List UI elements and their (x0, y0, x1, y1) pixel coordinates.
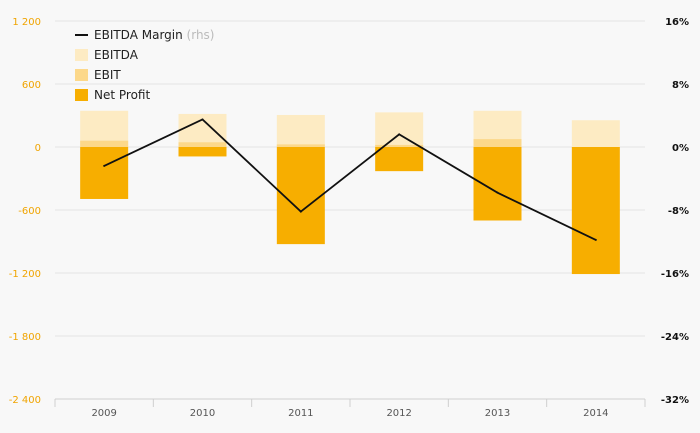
y-left-tick-label: 1 200 (12, 17, 41, 28)
y-right-tick-label: 0% (672, 143, 689, 154)
line-point (201, 118, 204, 121)
y-left-tick-label: 600 (22, 80, 41, 91)
line-point (299, 210, 302, 213)
line-point (103, 164, 106, 167)
bar-ebit (473, 139, 522, 147)
y-right-tick-label: -16% (661, 269, 689, 280)
y-right-tick-label: -24% (661, 332, 689, 343)
legend-label: Net Profit (94, 88, 150, 102)
bar-ebitda (375, 112, 424, 147)
y-left-tick-label: 0 (35, 143, 41, 154)
legend-label: EBITDA (94, 48, 139, 62)
y-left-tick-label: -600 (18, 206, 41, 217)
bar-ebit (178, 142, 227, 147)
bar-net-profit (178, 147, 227, 157)
bar-net-profit (571, 147, 620, 275)
bar-ebit (276, 144, 325, 147)
y-left-tick-label: -2 400 (9, 395, 41, 406)
x-tick-label: 2013 (485, 408, 510, 419)
legend-label-text: EBIT (94, 68, 121, 82)
y-left-tick-label: -1 200 (9, 269, 41, 280)
bar-net-profit (375, 147, 424, 172)
legend-label: EBIT (94, 68, 121, 82)
x-tick-label: 2011 (288, 408, 313, 419)
y-right-tick-label: 8% (672, 80, 689, 91)
legend-swatch (75, 69, 88, 81)
line-point (594, 238, 597, 241)
y-right-tick-label: 16% (665, 17, 689, 28)
x-tick-label: 2012 (386, 408, 411, 419)
legend-swatch (75, 49, 88, 61)
line-ebitda-margin (103, 118, 597, 241)
y-left-tick-label: -1 800 (9, 332, 41, 343)
legend-label: EBITDA Margin (rhs) (94, 28, 215, 42)
bar-net-profit (80, 147, 129, 199)
bar-ebit (375, 144, 424, 147)
legend-label-text: EBITDA (94, 48, 139, 62)
line-point (496, 191, 499, 194)
y-right-tick-label: -32% (661, 395, 689, 406)
legend-label-text: EBITDA Margin (94, 28, 183, 42)
legend-swatch (75, 89, 88, 101)
x-tick-label: 2014 (583, 408, 608, 419)
bar-ebit (80, 140, 129, 147)
bar-ebitda (276, 114, 325, 147)
bar-ebitda (571, 120, 620, 147)
legend-label-suffix: (rhs) (183, 28, 215, 42)
x-tick-label: 2009 (91, 408, 116, 419)
y-right-tick-label: -8% (668, 206, 689, 217)
x-tick-label: 2010 (190, 408, 215, 419)
line-point (398, 133, 401, 136)
legend-label-text: Net Profit (94, 88, 150, 102)
